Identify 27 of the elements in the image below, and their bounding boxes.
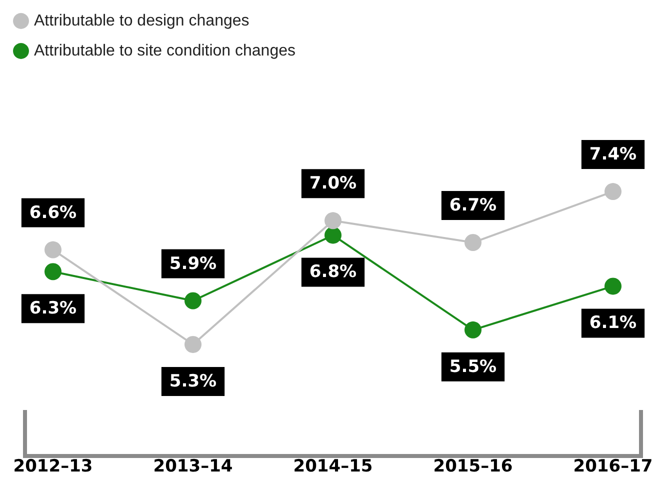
data-label: 6.6% <box>29 202 77 223</box>
x-tick-label: 2014–15 <box>293 456 373 476</box>
data-label: 5.3% <box>169 371 217 392</box>
point <box>324 212 342 230</box>
x-tick-label: 2016–17 <box>573 456 653 476</box>
point <box>604 278 622 295</box>
data-label: 6.8% <box>309 262 357 282</box>
point <box>184 336 202 353</box>
data-label: 5.9% <box>169 254 217 274</box>
point <box>44 263 62 280</box>
point <box>324 226 342 244</box>
data-label: 6.3% <box>29 298 77 319</box>
data-label: 7.4% <box>589 144 637 165</box>
data-label: 5.5% <box>449 356 497 377</box>
point <box>464 234 482 252</box>
legend-label: Attributable to site condition changes <box>34 42 296 60</box>
point <box>184 292 202 310</box>
data-label: 7.0% <box>309 174 357 194</box>
point <box>464 321 482 338</box>
data-label: 6.1% <box>589 313 637 334</box>
x-tick-label: 2012–13 <box>13 456 93 476</box>
legend-label: Attributable to design changes <box>34 12 250 30</box>
point <box>44 241 62 258</box>
data-label: 6.7% <box>449 196 497 216</box>
x-tick-label: 2013–14 <box>153 456 233 476</box>
point <box>604 183 622 200</box>
x-tick-label: 2015–16 <box>433 456 513 476</box>
